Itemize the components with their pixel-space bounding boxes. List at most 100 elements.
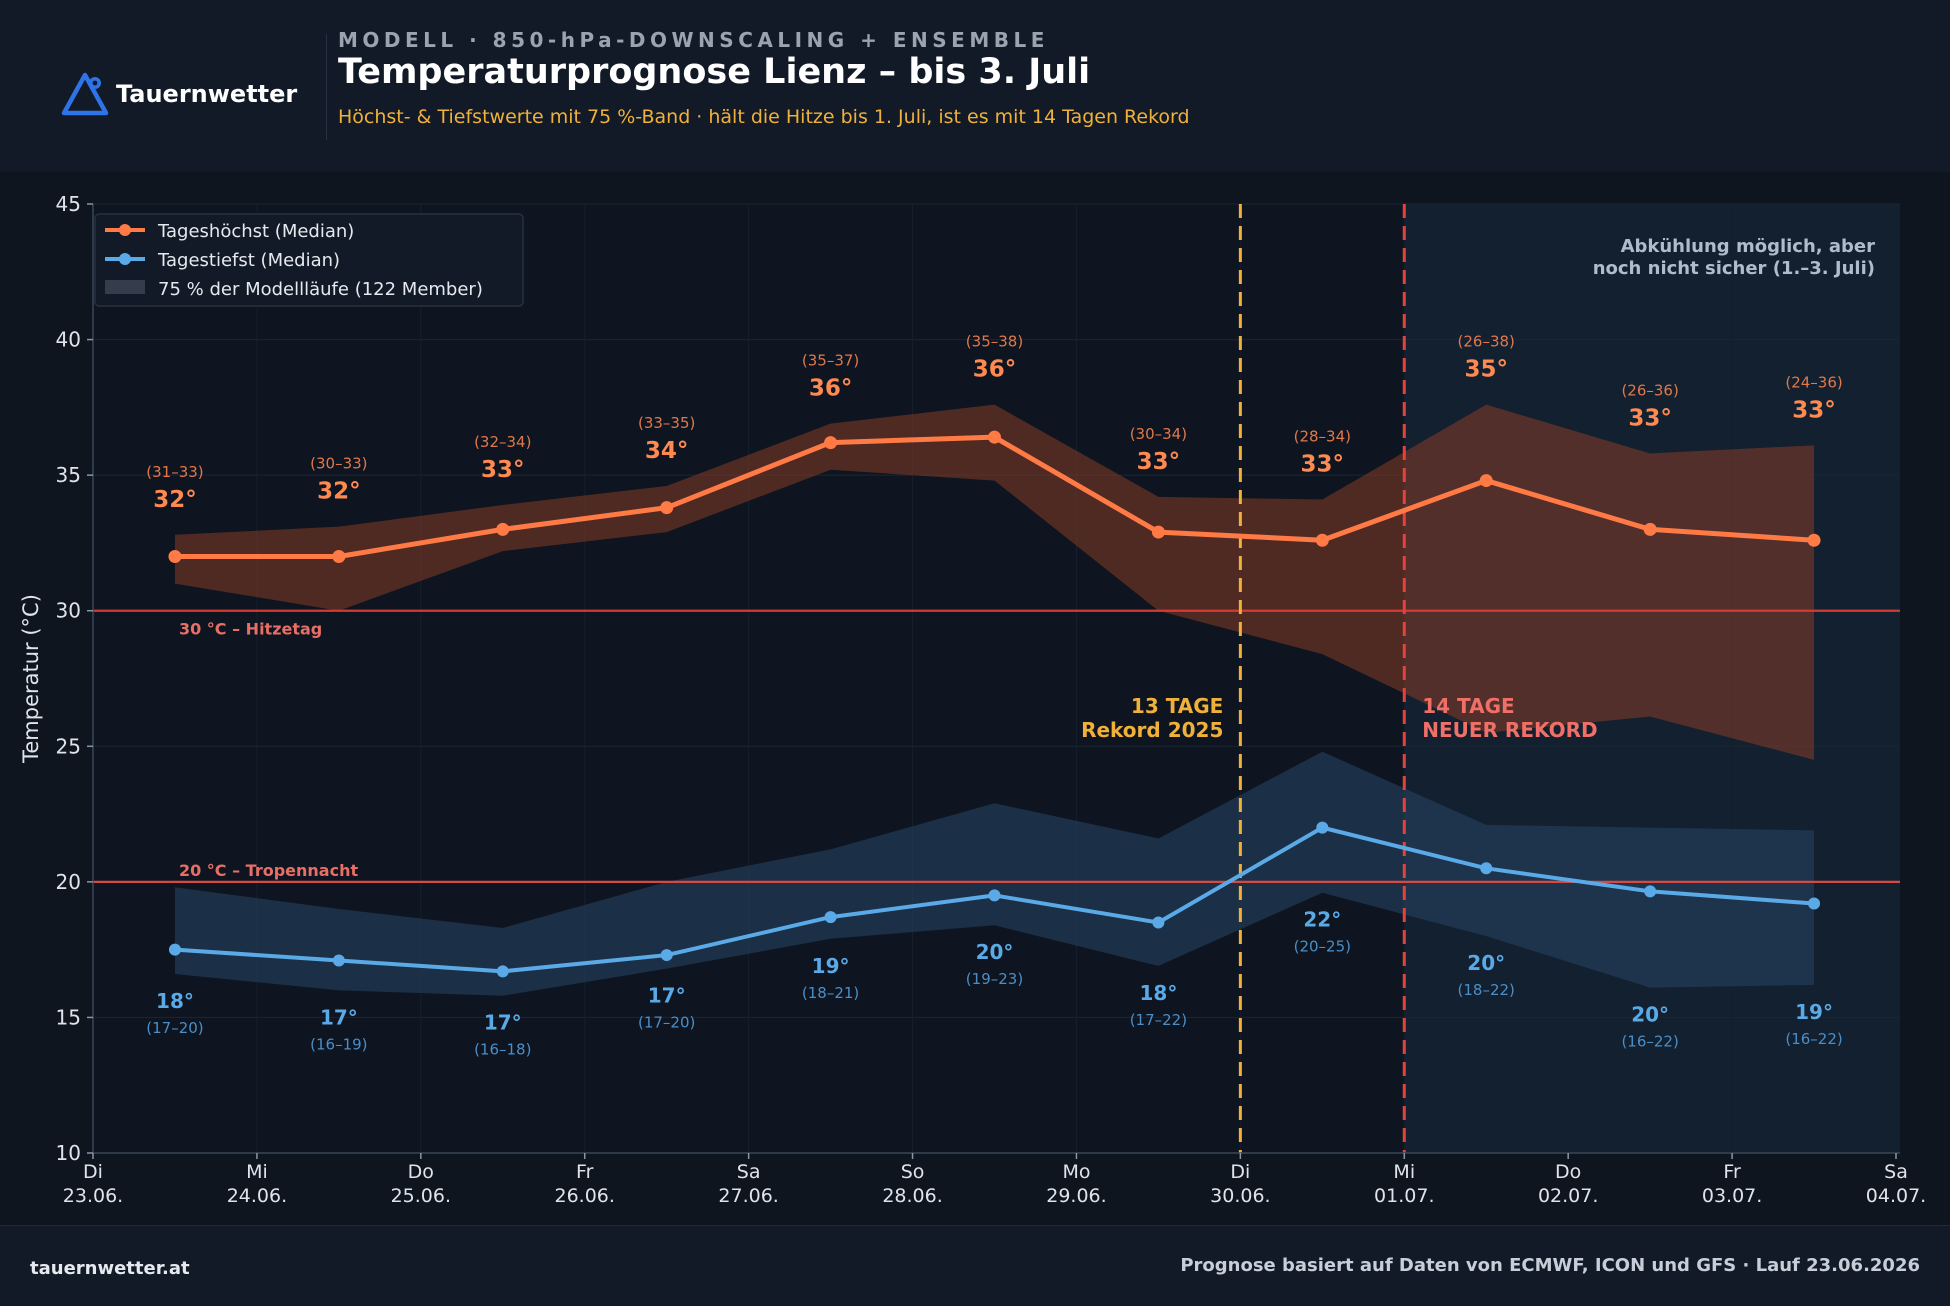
max-temp-label: 33° bbox=[1301, 452, 1345, 478]
max-temp-label: 32° bbox=[317, 479, 361, 505]
cooling-note-line1: Abkühlung möglich, aber bbox=[1621, 236, 1876, 257]
record-marker-line2: NEUER REKORD bbox=[1422, 718, 1597, 742]
max-temp-label: 36° bbox=[973, 357, 1017, 383]
legend-max-marker bbox=[119, 224, 131, 236]
max-temp-label: 33° bbox=[1137, 449, 1181, 475]
max-temp-label: 32° bbox=[153, 487, 197, 513]
x-tick-day: Mi bbox=[1393, 1161, 1415, 1183]
min-temp-label: 20° bbox=[1631, 1003, 1669, 1027]
x-tick-date: 28.06. bbox=[882, 1185, 942, 1207]
max-temp-range-label: (28–34) bbox=[1294, 428, 1351, 446]
max-temp-point bbox=[1807, 533, 1821, 547]
max-temp-point bbox=[496, 522, 510, 536]
min-temp-point bbox=[1316, 821, 1329, 834]
x-tick-date: 24.06. bbox=[227, 1185, 287, 1207]
page-subtitle: Höchst- & Tiefstwerte mit 75 %-Band · hä… bbox=[338, 106, 1190, 128]
min-temp-range-label: (19–23) bbox=[966, 970, 1023, 988]
min-temp-range-label: (16–18) bbox=[474, 1041, 531, 1059]
record-marker-line2: Rekord 2025 bbox=[1081, 718, 1223, 742]
max-temp-range-label: (31–33) bbox=[146, 463, 203, 481]
brand-logo[interactable]: Tauernwetter bbox=[60, 70, 297, 118]
min-temp-label: 19° bbox=[812, 954, 850, 978]
y-tick-label: 20 bbox=[56, 870, 81, 894]
axes: 1015202530354045Di23.06.Mi24.06.Do25.06.… bbox=[19, 192, 1926, 1207]
legend-band-label: 75 % der Modellläufe (122 Member) bbox=[158, 279, 483, 300]
max-temp-point bbox=[168, 549, 182, 563]
y-axis-label: Temperatur (°C) bbox=[19, 594, 43, 764]
legend-min-marker bbox=[119, 253, 131, 265]
x-tick-date: 26.06. bbox=[555, 1185, 615, 1207]
x-tick-day: Di bbox=[83, 1161, 103, 1183]
max-temp-range-label: (24–36) bbox=[1785, 373, 1842, 391]
data-labels: 32° (31–33) 32° (30–33) 33° (32–34) 34° (33–35)… bbox=[146, 333, 1842, 1059]
max-temp-point bbox=[988, 430, 1001, 444]
min-temp-label: 22° bbox=[1303, 908, 1341, 932]
max-temp-range-label: (26–36) bbox=[1621, 381, 1678, 399]
max-temp-label: 33° bbox=[1628, 405, 1672, 431]
min-temp-point bbox=[1480, 862, 1493, 875]
x-tick-date: 02.07. bbox=[1538, 1185, 1598, 1207]
max-temp-label: 33° bbox=[1792, 397, 1836, 423]
min-temp-range-label: (16–19) bbox=[310, 1035, 367, 1053]
y-tick-label: 25 bbox=[56, 734, 81, 758]
x-tick-date: 23.06. bbox=[63, 1185, 123, 1207]
min-temp-point bbox=[496, 965, 509, 978]
max-temp-range-label: (26–38) bbox=[1458, 333, 1515, 351]
x-tick-day: Do bbox=[1555, 1161, 1581, 1183]
page-title: Temperaturprognose Lienz – bis 3. Juli bbox=[338, 52, 1091, 92]
footer-site[interactable]: tauernwetter.at bbox=[30, 1258, 190, 1279]
min-temp-label: 20° bbox=[1467, 951, 1505, 975]
min-temp-point bbox=[660, 949, 673, 962]
min-temp-label: 18° bbox=[156, 989, 194, 1013]
min-temp-point bbox=[168, 943, 181, 956]
legend-max-label: Tageshöchst (Median) bbox=[157, 221, 354, 242]
threshold-label: 30 °C – Hitzetag bbox=[179, 620, 322, 639]
header-kicker: MODELL · 850-hPa-DOWNSCALING + ENSEMBLE bbox=[338, 28, 1049, 52]
x-tick-day: Sa bbox=[1884, 1161, 1908, 1183]
y-tick-label: 15 bbox=[56, 1005, 81, 1029]
header: Tauernwetter MODELL · 850-hPa-DOWNSCALIN… bbox=[0, 0, 1950, 172]
min-temp-range-label: (16–22) bbox=[1785, 1030, 1842, 1048]
x-tick-date: 01.07. bbox=[1374, 1185, 1434, 1207]
legend-min-label: Tagestiefst (Median) bbox=[157, 250, 340, 271]
x-tick-date: 03.07. bbox=[1702, 1185, 1762, 1207]
legend-box bbox=[94, 213, 524, 307]
min-temp-label: 19° bbox=[1795, 1000, 1833, 1024]
x-tick-day: So bbox=[901, 1161, 925, 1183]
max-temp-point bbox=[660, 501, 674, 515]
min-temp-label: 17° bbox=[484, 1011, 522, 1035]
x-tick-date: 29.06. bbox=[1046, 1185, 1106, 1207]
min-temp-range-label: (17–22) bbox=[1130, 1011, 1187, 1029]
max-temp-point bbox=[1643, 522, 1657, 536]
max-temp-range-label: (30–34) bbox=[1130, 425, 1187, 443]
y-tick-label: 30 bbox=[56, 599, 81, 623]
x-tick-day: Mo bbox=[1062, 1161, 1090, 1183]
min-temp-range-label: (17–20) bbox=[638, 1014, 695, 1032]
min-temp-point bbox=[332, 954, 345, 967]
min-temp-point bbox=[824, 911, 837, 924]
x-tick-day: Do bbox=[408, 1161, 434, 1183]
max-temp-point bbox=[1479, 474, 1493, 488]
max-temp-point bbox=[1151, 525, 1165, 539]
cooling-note-line2: noch nicht sicher (1.–3. Juli) bbox=[1593, 258, 1875, 279]
max-temp-label: 34° bbox=[645, 438, 689, 464]
temperature-chart: 30 °C – Hitzetag 20 °C – Tropennacht 13 T… bbox=[0, 172, 1950, 1225]
header-divider bbox=[326, 34, 327, 140]
min-temp-label: 20° bbox=[976, 940, 1014, 964]
max-temp-range-label: (32–34) bbox=[474, 433, 531, 451]
min-temp-range-label: (20–25) bbox=[1294, 938, 1351, 956]
x-tick-date: 27.06. bbox=[718, 1185, 778, 1207]
y-tick-label: 10 bbox=[56, 1141, 81, 1165]
x-tick-day: Fr bbox=[1723, 1161, 1741, 1183]
min-temp-band bbox=[174, 751, 1815, 996]
x-tick-day: Fr bbox=[576, 1161, 594, 1183]
brand-name: Tauernwetter bbox=[116, 80, 298, 108]
y-tick-label: 45 bbox=[56, 192, 81, 216]
record-marker-line1: 13 TAGE bbox=[1131, 694, 1223, 718]
x-tick-day: Di bbox=[1230, 1161, 1250, 1183]
series-lines bbox=[168, 430, 1821, 978]
x-tick-date: 30.06. bbox=[1210, 1185, 1270, 1207]
x-tick-day: Mi bbox=[246, 1161, 268, 1183]
record-marker-line1: 14 TAGE bbox=[1422, 694, 1514, 718]
